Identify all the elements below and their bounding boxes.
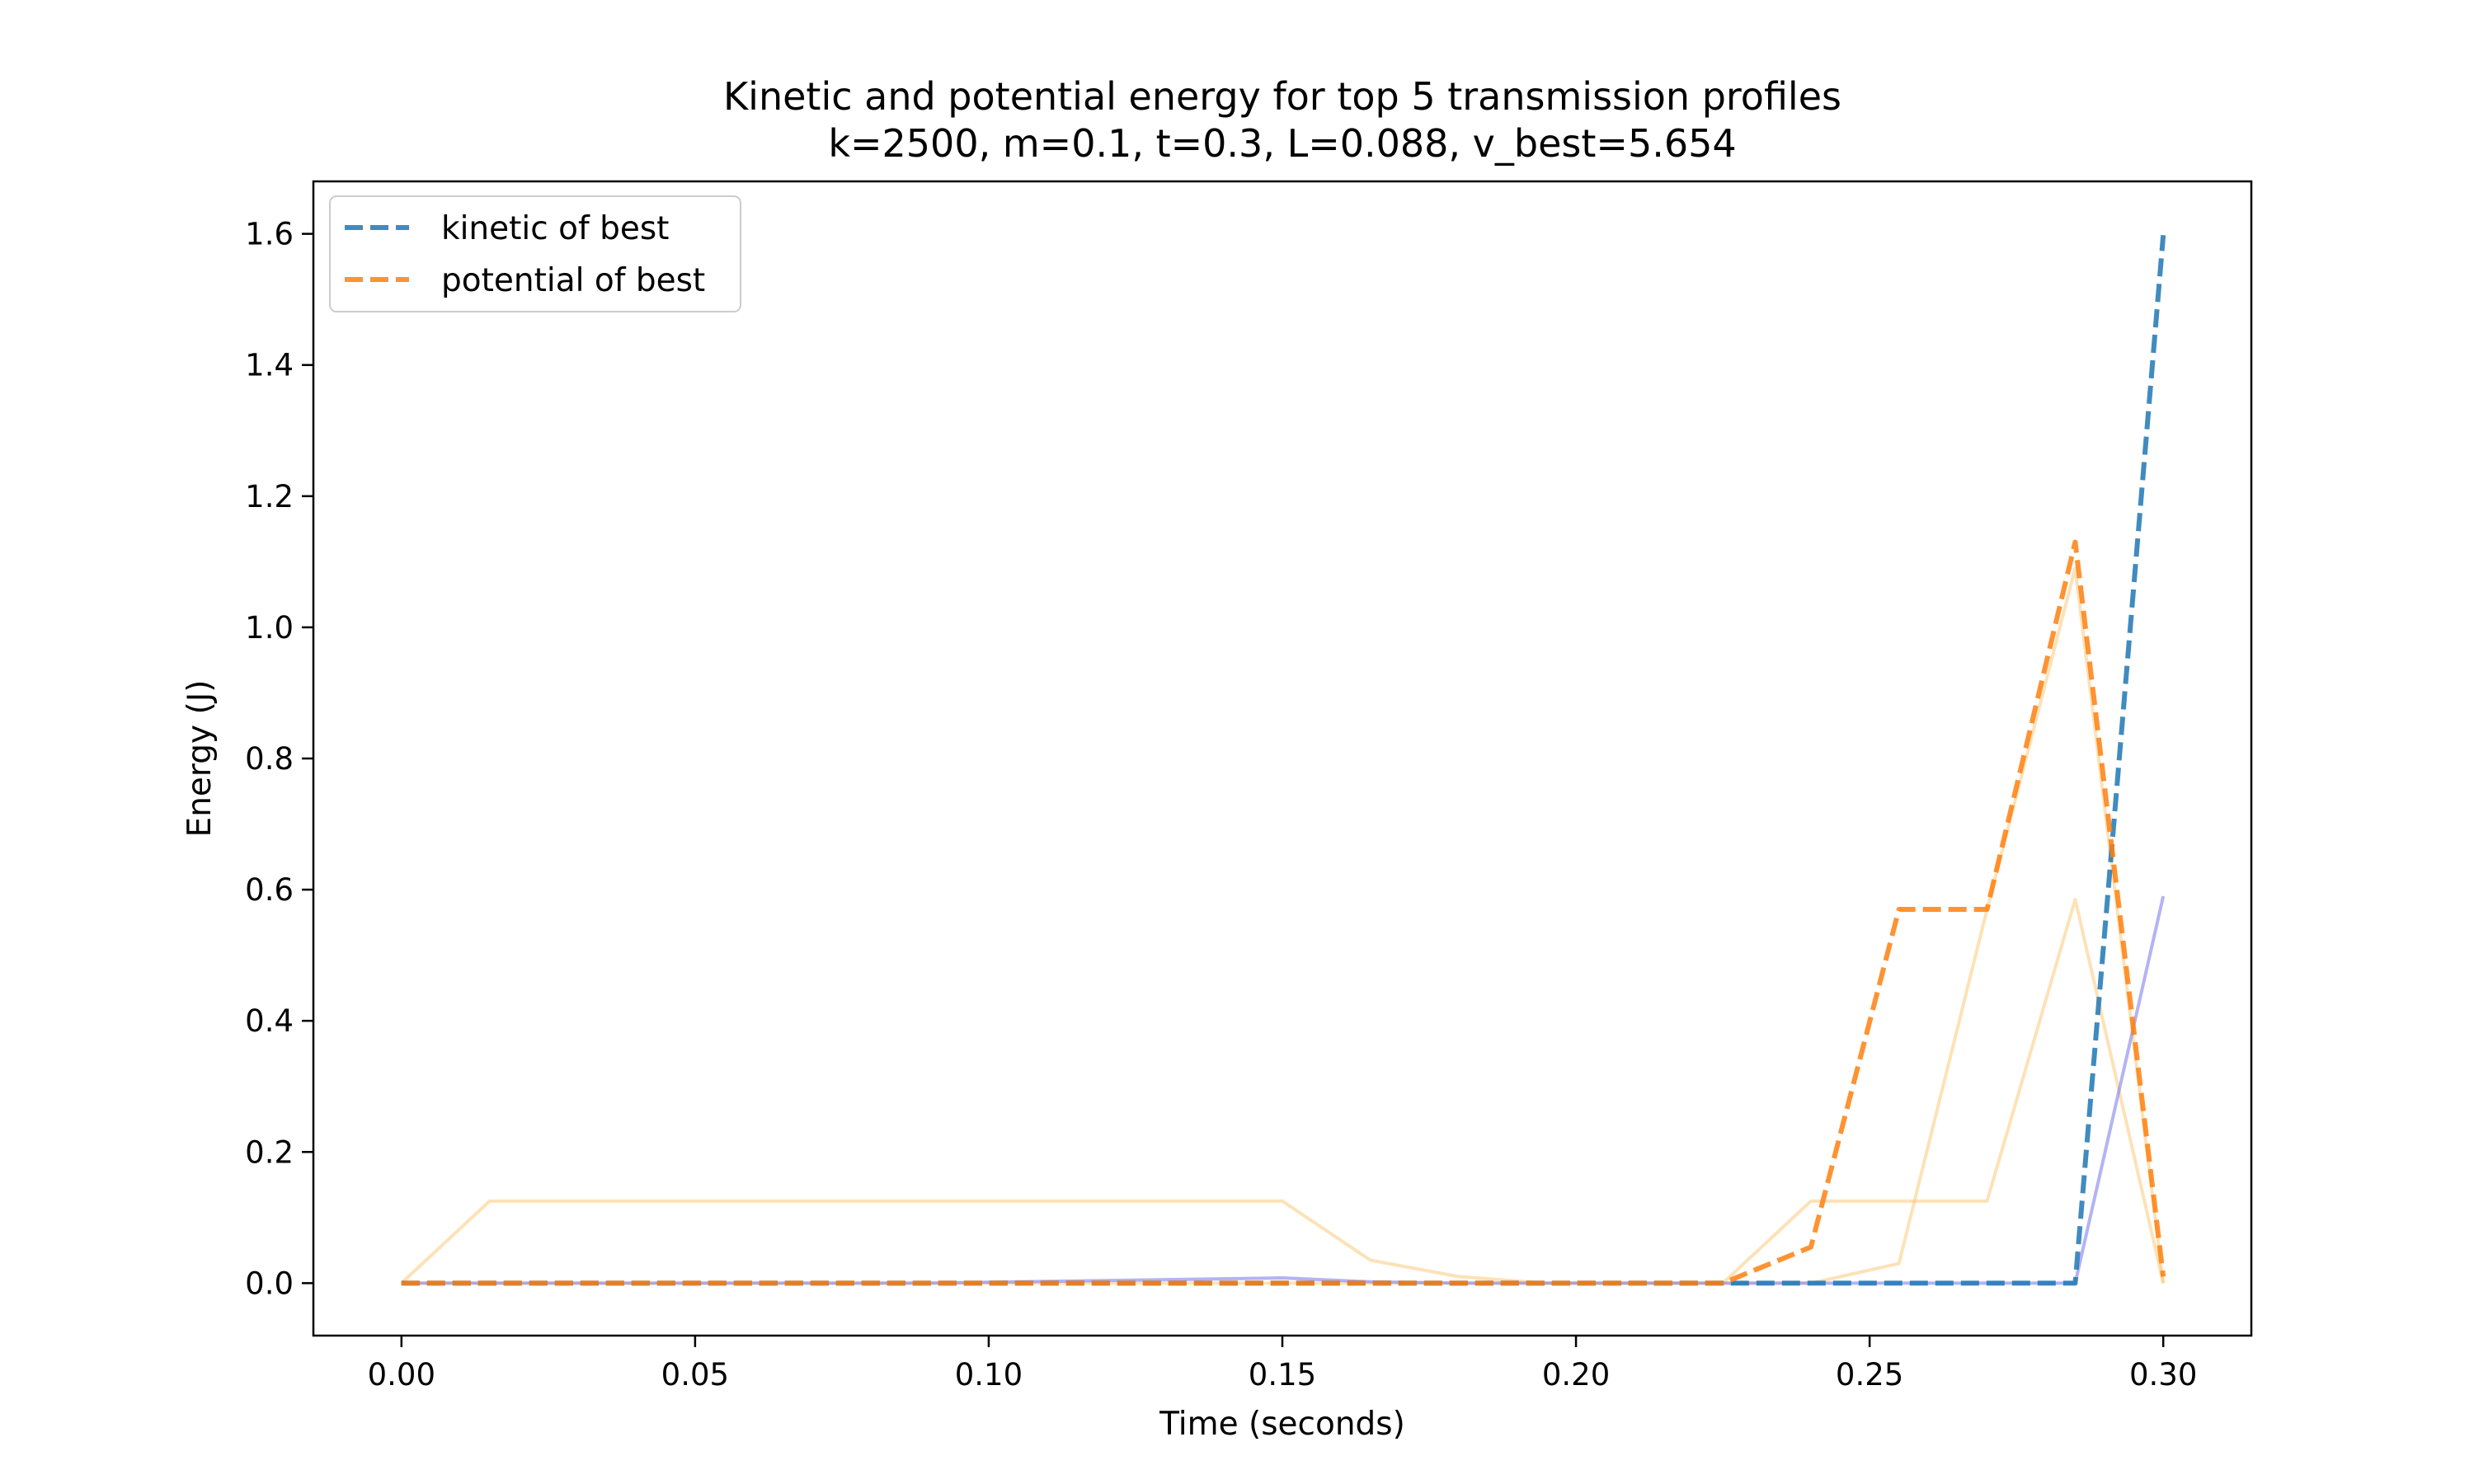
plot-series xyxy=(400,234,2166,1286)
chart-subtitle: k=2500, m=0.1, t=0.3, L=0.088, v_best=5.… xyxy=(828,121,1736,166)
x-tick-label: 0.00 xyxy=(368,1357,435,1392)
x-tick-label: 0.10 xyxy=(955,1357,1023,1392)
y-tick-label: 1.6 xyxy=(245,217,294,252)
y-tick-label: 1.0 xyxy=(245,610,294,646)
y-axis-ticks: 0.0 0.2 0.4 0.6 0.8 1.0 1.2 1.4 1.6 xyxy=(245,217,313,1301)
y-tick-label: 1.2 xyxy=(245,479,294,514)
x-tick-label: 0.20 xyxy=(1542,1357,1610,1392)
y-tick-label: 0.8 xyxy=(245,741,294,777)
chart-title: Kinetic and potential energy for top 5 t… xyxy=(723,74,1841,119)
series-line-potential-best-4 xyxy=(401,539,2166,1286)
y-tick-label: 0.0 xyxy=(245,1266,294,1301)
legend: kinetic of best potential of best xyxy=(329,195,741,312)
y-tick-label: 0.2 xyxy=(245,1134,294,1170)
x-tick-label: 0.30 xyxy=(2129,1357,2197,1392)
x-axis-ticks: 0.00 0.05 0.10 0.15 0.20 0.25 0.30 xyxy=(368,1336,2197,1392)
y-tick-label: 0.6 xyxy=(245,872,294,908)
y-tick-label: 0.4 xyxy=(245,1003,294,1039)
y-tick-label: 1.4 xyxy=(245,348,294,383)
x-axis-label: Time (seconds) xyxy=(1159,1406,1405,1443)
legend-label-potential: potential of best xyxy=(441,262,705,299)
legend-box xyxy=(329,195,741,312)
y-axis-label: Energy (J) xyxy=(181,680,219,838)
series-line-potential-other-0 xyxy=(400,898,2166,1285)
x-tick-label: 0.05 xyxy=(661,1357,729,1392)
x-tick-label: 0.25 xyxy=(1836,1357,1903,1392)
legend-label-kinetic: kinetic of best xyxy=(441,210,669,247)
x-tick-label: 0.15 xyxy=(1249,1357,1316,1392)
